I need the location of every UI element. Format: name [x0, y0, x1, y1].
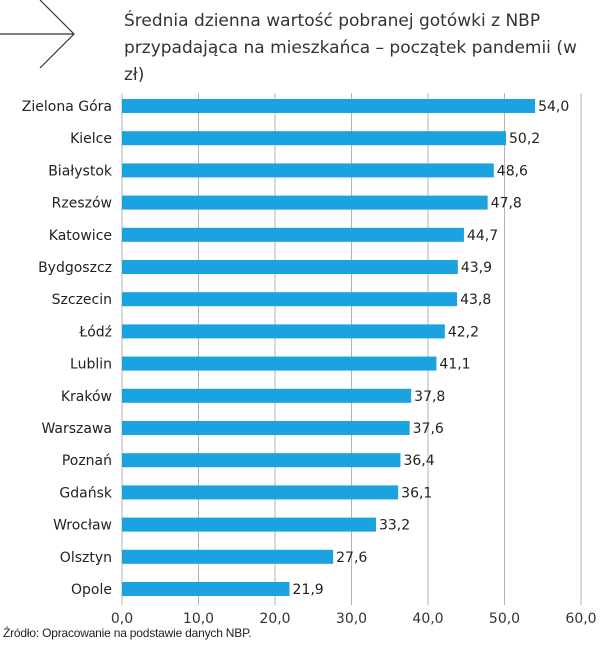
bar	[122, 260, 458, 274]
x-tick-label: 30,0	[336, 611, 367, 627]
bar	[122, 99, 536, 113]
value-label: 47,8	[491, 196, 522, 212]
value-label: 33,2	[379, 518, 410, 534]
value-labels: 54,0 50,2 48,6 47,8 44,7 43,9 43,8 42,2 41,1 37,8…	[293, 99, 570, 598]
bar	[122, 227, 464, 242]
category-label: Bydgoszcz	[38, 260, 112, 276]
category-label: Poznań	[62, 453, 112, 469]
category-labels: Zielona Góra Kielce Białystok Rzeszów Katowi…	[22, 99, 113, 598]
value-label: 42,2	[448, 324, 479, 340]
category-label: Kraków	[61, 389, 112, 405]
bar	[122, 388, 412, 403]
category-label: Opole	[71, 582, 112, 598]
x-tick-label: 0,0	[111, 611, 133, 627]
x-tick-label: 50,0	[489, 611, 520, 627]
bar	[122, 324, 445, 339]
value-label: 50,2	[509, 131, 540, 147]
value-label: 43,9	[461, 260, 492, 276]
bar	[122, 453, 401, 468]
x-tick-label: 20,0	[259, 611, 290, 627]
x-tick-label: 40,0	[412, 611, 443, 627]
bar	[122, 517, 376, 532]
category-label: Łódź	[78, 324, 112, 340]
value-label: 21,9	[293, 582, 324, 598]
category-label: Katowice	[49, 228, 112, 244]
value-label: 36,1	[401, 485, 432, 501]
value-label: 48,6	[497, 163, 528, 179]
value-label: 41,1	[439, 357, 470, 373]
bar	[122, 131, 507, 146]
x-axis-ticks: 0,0 10,0 20,0 30,0 40,0 50,0 60,0	[111, 611, 597, 627]
x-tick-label: 60,0	[565, 611, 596, 627]
bars	[122, 99, 536, 596]
category-label: Warszawa	[41, 421, 112, 437]
value-label: 54,0	[538, 99, 569, 115]
value-label: 44,7	[467, 228, 498, 244]
source-note: Źródło: Opracowanie na podstawie danych …	[3, 626, 252, 640]
value-label: 37,8	[414, 389, 445, 405]
bar	[122, 292, 458, 307]
bar	[122, 582, 290, 596]
bar	[122, 485, 399, 500]
category-label: Gdańsk	[59, 485, 112, 501]
category-label: Wrocław	[53, 518, 112, 534]
category-label: Białystok	[48, 163, 113, 179]
category-label: Kielce	[70, 131, 112, 147]
arrow-right-icon	[0, 0, 75, 69]
chart-title: Średnia dzienna wartość pobranej gotówki…	[124, 11, 577, 85]
category-label: Szczecin	[52, 292, 112, 308]
value-label: 27,6	[336, 550, 367, 566]
bar	[122, 163, 494, 178]
category-label: Lublin	[70, 357, 112, 373]
bar	[122, 356, 437, 371]
category-label: Olsztyn	[60, 550, 112, 566]
value-label: 36,4	[403, 453, 434, 469]
value-label: 43,8	[460, 292, 491, 308]
x-tick-label: 10,0	[183, 611, 214, 627]
bar	[122, 421, 410, 435]
category-label: Rzeszów	[52, 196, 112, 212]
bar	[122, 195, 488, 210]
value-label: 37,6	[413, 421, 444, 437]
bar	[122, 549, 334, 564]
category-label: Zielona Góra	[22, 99, 112, 115]
